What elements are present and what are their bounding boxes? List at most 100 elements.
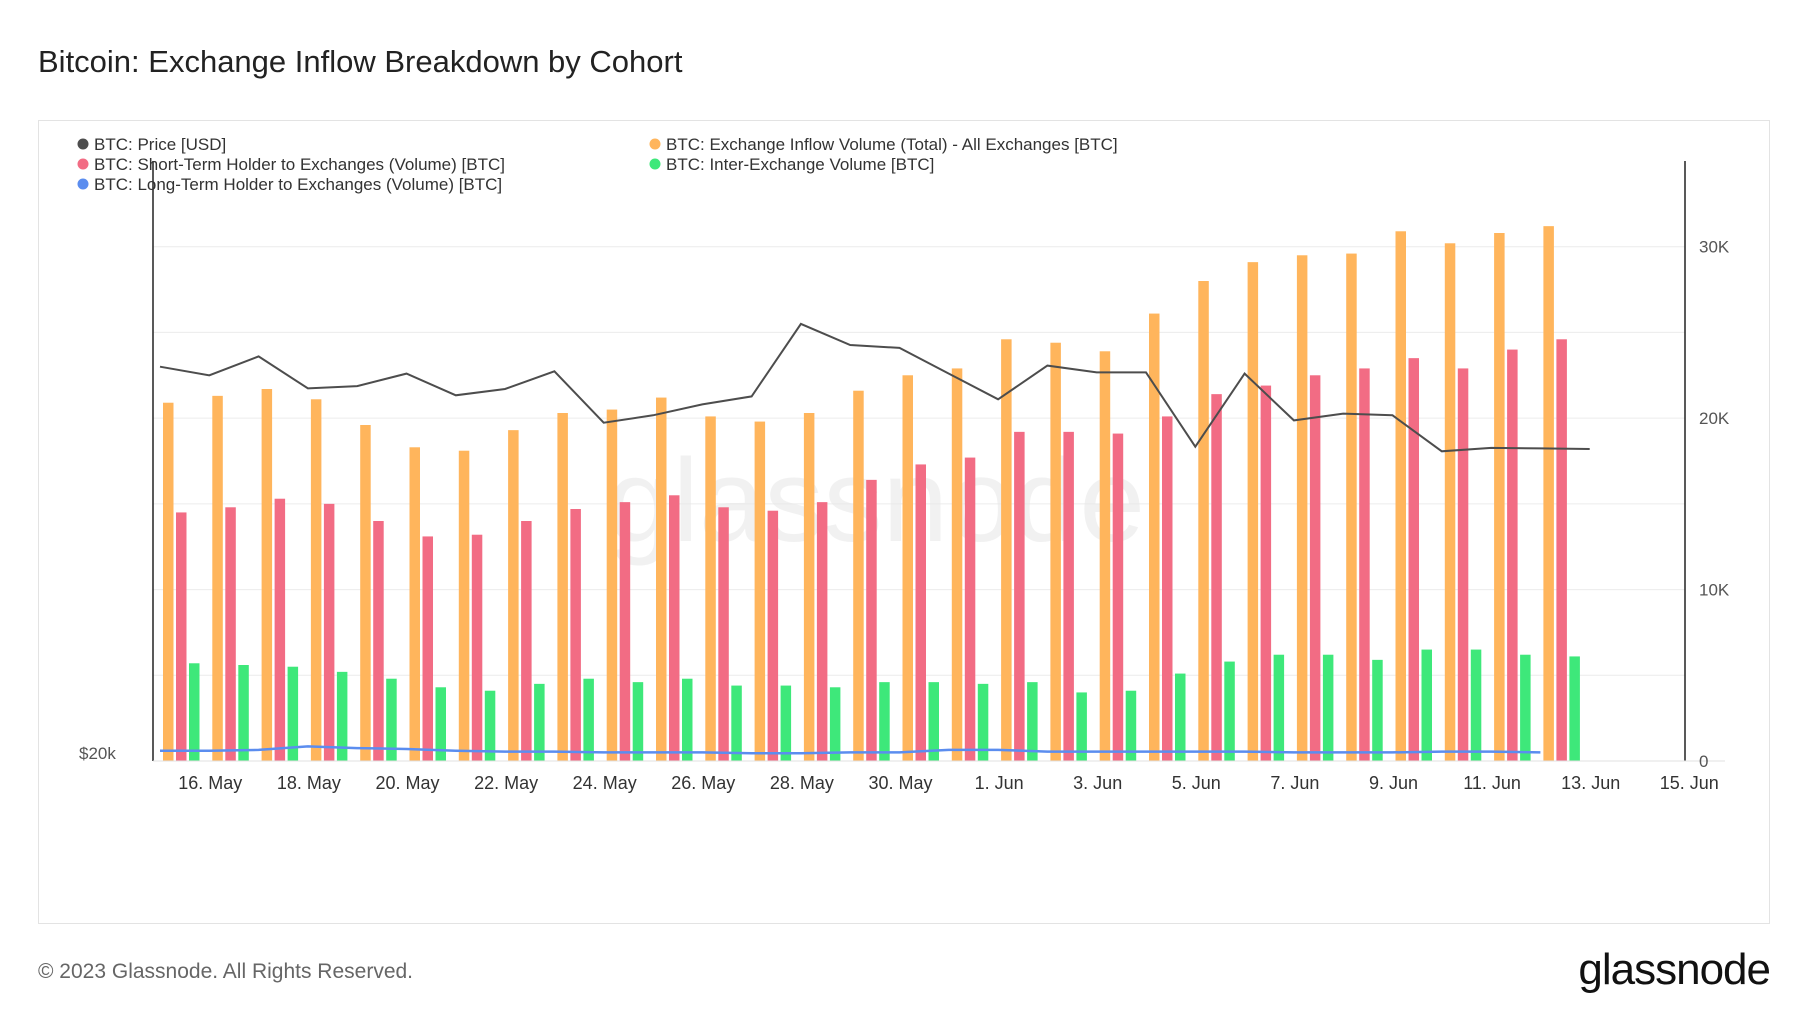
inter-exchange-bar <box>287 666 299 761</box>
inter-exchange-bar <box>879 682 890 761</box>
inter-exchange-bar <box>1175 673 1186 761</box>
sth-inflow-bar <box>1162 416 1173 761</box>
total-inflow-bar <box>1395 231 1406 761</box>
x-tick-label: 26. May <box>671 773 735 793</box>
inter-exchange-bar <box>829 687 841 761</box>
inter-exchange-bar <box>928 682 939 761</box>
sth-inflow-bar <box>570 509 581 761</box>
sth-inflow-bar <box>866 479 877 761</box>
right-y-tick-label: 10K <box>1699 581 1730 600</box>
inter-exchange-bar <box>534 683 545 761</box>
total-inflow-bar <box>163 402 174 761</box>
total-inflow-bar <box>212 395 223 761</box>
legend-marker <box>649 158 661 170</box>
sth-inflow-bar <box>1408 358 1419 761</box>
glassnode-logo[interactable]: glassnode <box>1578 945 1771 994</box>
x-tick-label: 16. May <box>178 773 242 793</box>
total-inflow-bar <box>951 368 963 761</box>
inter-exchange-bar <box>484 690 496 761</box>
legend-marker <box>77 158 89 170</box>
total-inflow-bar <box>853 390 864 761</box>
total-inflow-bar <box>902 375 913 761</box>
inter-exchange-bar <box>1322 654 1334 761</box>
sth-inflow-bar <box>718 507 729 761</box>
right-y-tick-label: 20K <box>1699 409 1730 428</box>
inter-exchange-bar <box>1224 661 1235 761</box>
total-inflow-bar <box>360 425 371 761</box>
sth-inflow-bar <box>323 503 335 761</box>
inter-exchange-bar <box>189 663 200 761</box>
total-inflow-bar <box>1050 342 1061 761</box>
legend-label: BTC: Long-Term Holder to Exchanges (Volu… <box>94 175 502 194</box>
inter-exchange-bar <box>336 671 348 761</box>
sth-inflow-bar <box>1260 385 1272 761</box>
sth-inflow-bar <box>176 512 187 761</box>
inter-exchange-bar <box>435 687 446 761</box>
legend-marker <box>77 178 89 190</box>
total-inflow-bar <box>261 389 273 761</box>
legend-marker <box>77 138 89 150</box>
legend-marker <box>649 138 661 150</box>
sth-inflow-bar <box>1211 394 1222 761</box>
sth-inflow-bar <box>915 464 926 761</box>
inter-exchange-bar <box>1569 656 1580 761</box>
inter-exchange-bar <box>682 678 693 761</box>
inter-exchange-bar <box>977 683 989 761</box>
legend: BTC: Price [USD] BTC: Exchange Inflow Vol… <box>77 135 1118 194</box>
x-tick-label: 3. Jun <box>1073 773 1122 793</box>
total-inflow-bar <box>1149 313 1160 761</box>
y-axis-ticks: 0 10K 20K 30K $20k <box>79 238 1730 771</box>
legend-label: BTC: Short-Term Holder to Exchanges (Vol… <box>94 155 505 174</box>
x-tick-label: 30. May <box>868 773 932 793</box>
sth-inflow-bar <box>225 507 236 761</box>
total-inflow-bar <box>409 447 420 761</box>
sth-inflow-bar <box>1359 368 1370 761</box>
total-inflow-bar <box>1099 351 1111 761</box>
total-inflow-bar <box>1543 226 1554 762</box>
inter-exchange-bar <box>780 685 792 761</box>
inter-exchange-bar <box>731 685 742 761</box>
legend-label: BTC: Inter-Exchange Volume [BTC] <box>666 155 934 174</box>
sth-inflow-bar <box>422 536 433 761</box>
x-tick-label: 5. Jun <box>1172 773 1221 793</box>
legend-label: BTC: Price [USD] <box>94 135 226 154</box>
total-inflow-bar <box>1198 281 1209 761</box>
inter-exchange-bar <box>1520 654 1531 761</box>
total-inflow-bar <box>754 421 766 761</box>
sth-inflow-bar <box>816 502 828 761</box>
x-tick-label: 15. Jun <box>1660 773 1719 793</box>
inter-exchange-bar <box>1421 649 1432 761</box>
sth-inflow-bar <box>1507 349 1518 761</box>
inter-exchange-bar <box>238 665 249 761</box>
sth-inflow-bar <box>274 498 286 761</box>
right-y-tick-label: 0 <box>1699 752 1708 771</box>
inter-exchange-bar <box>1076 692 1087 761</box>
total-inflow-bar <box>606 409 618 761</box>
x-tick-label: 1. Jun <box>975 773 1024 793</box>
inter-exchange-bar <box>1027 682 1038 761</box>
inter-exchange-bar <box>1470 649 1482 761</box>
total-inflow-bar <box>557 413 568 761</box>
total-inflow-bar <box>1001 339 1012 761</box>
total-inflow-bar <box>803 413 815 761</box>
inter-exchange-bar <box>386 678 397 761</box>
legend-label: BTC: Exchange Inflow Volume (Total) - Al… <box>666 135 1118 154</box>
inter-exchange-bar <box>1372 659 1383 761</box>
chart-title: Bitcoin: Exchange Inflow Breakdown by Co… <box>38 44 683 79</box>
price-line <box>159 322 1590 453</box>
x-tick-label: 22. May <box>474 773 538 793</box>
right-y-tick-label: 30K <box>1699 238 1730 257</box>
sth-inflow-bar <box>1309 375 1321 761</box>
x-tick-label: 11. Jun <box>1463 773 1521 793</box>
sth-inflow-bar <box>521 521 532 761</box>
sth-inflow-bar <box>373 521 384 761</box>
bar-series <box>163 226 1580 762</box>
sth-inflow-bar <box>471 534 483 761</box>
x-tick-label: 7. Jun <box>1270 773 1319 793</box>
lth-inflow-line <box>160 745 1541 755</box>
x-tick-label: 20. May <box>375 773 439 793</box>
total-inflow-bar <box>656 397 667 761</box>
x-tick-label: 18. May <box>277 773 341 793</box>
